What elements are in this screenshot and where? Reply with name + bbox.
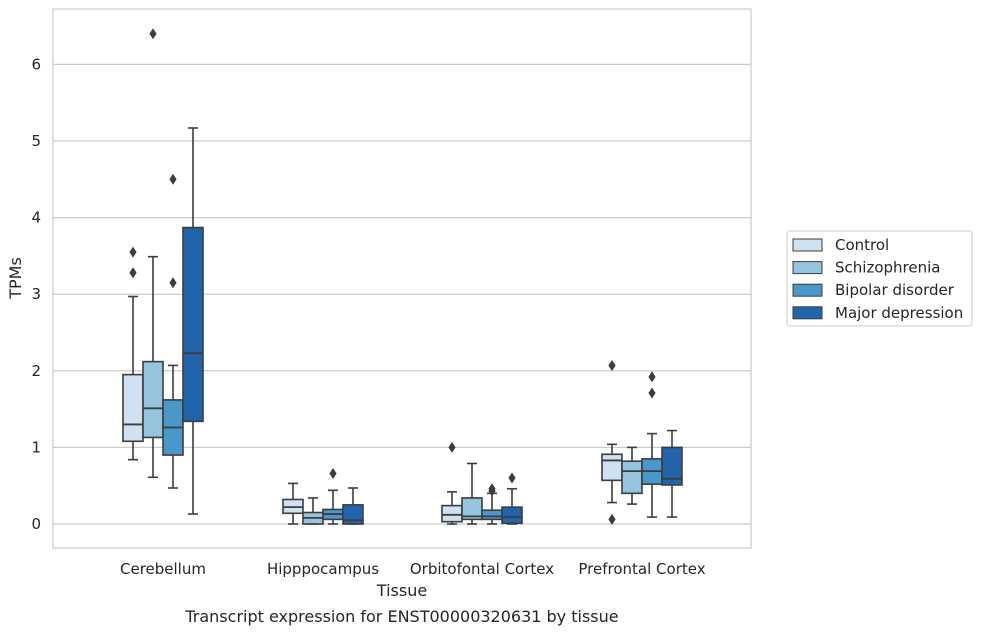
box-iqr bbox=[501, 506, 523, 525]
outlier-point bbox=[149, 28, 157, 40]
box-1-3 bbox=[342, 487, 364, 525]
outlier-point bbox=[329, 467, 337, 479]
box-2-3 bbox=[501, 472, 523, 525]
legend-swatch bbox=[792, 261, 823, 275]
outlier-point bbox=[648, 387, 656, 399]
box-3-2 bbox=[641, 371, 663, 518]
outlier-point bbox=[608, 513, 616, 525]
legend-swatch bbox=[792, 306, 823, 320]
outlier-point bbox=[488, 483, 496, 495]
box-1-2 bbox=[322, 467, 344, 525]
x-tick-label: Orbitofontal Cortex bbox=[410, 560, 554, 578]
chart-caption: Transcript expression for ENST0000032063… bbox=[184, 607, 618, 626]
outlier-point bbox=[508, 472, 516, 484]
outlier-point bbox=[648, 371, 656, 383]
legend: Control Schizophrenia Bipolar disorder Majo… bbox=[786, 230, 973, 327]
outlier-point bbox=[448, 441, 456, 453]
legend-swatch bbox=[792, 283, 823, 297]
box-2-2 bbox=[481, 483, 503, 525]
legend-label: Control bbox=[835, 236, 889, 254]
y-tick-label: 3 bbox=[31, 285, 41, 303]
box-iqr bbox=[142, 360, 164, 439]
plot-frame bbox=[52, 8, 752, 549]
box-3-1 bbox=[621, 446, 643, 505]
x-axis-title: Tissue bbox=[376, 581, 427, 600]
box-iqr bbox=[481, 509, 503, 521]
x-tick-label: Cerebellum bbox=[120, 560, 206, 578]
legend-frame bbox=[786, 230, 973, 327]
legend-label: Schizophrenia bbox=[835, 259, 940, 277]
box-iqr bbox=[441, 504, 463, 523]
y-tick-label: 1 bbox=[31, 438, 41, 456]
box-0-2 bbox=[162, 173, 184, 489]
box-1-0 bbox=[282, 482, 304, 525]
y-tick-label: 4 bbox=[31, 209, 41, 227]
legend-label: Major depression bbox=[835, 304, 963, 322]
box-1-1 bbox=[302, 497, 324, 525]
legend-label: Bipolar disorder bbox=[835, 281, 955, 299]
box-iqr bbox=[601, 453, 623, 482]
x-tick-labels: Cerebellum Hipppocampus Orbitofontal Corte… bbox=[120, 560, 706, 578]
y-axis-title: TPMs bbox=[6, 257, 25, 300]
outlier-point bbox=[129, 246, 137, 258]
y-tick-label: 5 bbox=[31, 132, 41, 150]
x-tick-label: Prefrontal Cortex bbox=[578, 560, 705, 578]
legend-swatch bbox=[792, 238, 823, 252]
box-iqr bbox=[182, 226, 204, 423]
box-3-0 bbox=[601, 359, 623, 525]
box-0-1 bbox=[142, 28, 164, 479]
box-2-0 bbox=[441, 441, 463, 525]
box-2-1 bbox=[461, 462, 483, 525]
outlier-point bbox=[608, 359, 616, 371]
gridlines bbox=[53, 63, 751, 525]
y-tick-label: 2 bbox=[31, 362, 41, 380]
y-tick-labels: 0 1 2 3 4 5 6 bbox=[31, 55, 41, 533]
outlier-point bbox=[169, 173, 177, 185]
box-iqr bbox=[461, 497, 483, 521]
box-0-3 bbox=[182, 127, 204, 515]
y-tick-label: 6 bbox=[31, 55, 41, 73]
boxes bbox=[122, 28, 683, 525]
box-iqr bbox=[621, 460, 643, 495]
x-tick-label: Hipppocampus bbox=[267, 560, 379, 578]
box-iqr bbox=[342, 504, 364, 525]
box-0-0 bbox=[122, 246, 144, 461]
box-iqr bbox=[661, 446, 683, 486]
y-tick-label: 0 bbox=[31, 515, 41, 533]
outlier-point bbox=[129, 267, 137, 279]
outlier-point bbox=[169, 277, 177, 289]
box-iqr bbox=[122, 373, 144, 443]
box-3-3 bbox=[661, 429, 683, 518]
